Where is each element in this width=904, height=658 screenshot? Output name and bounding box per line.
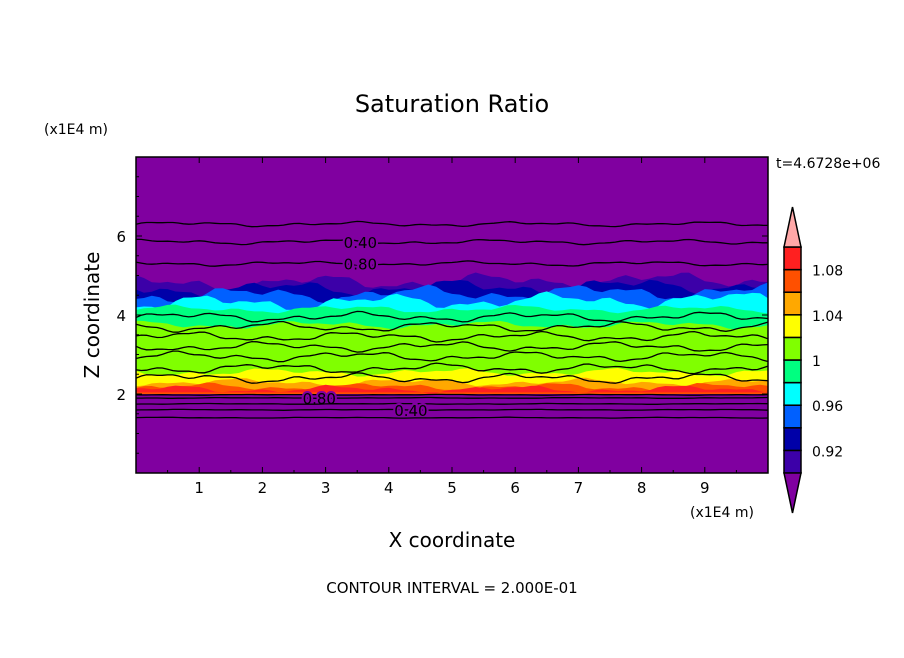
colorbar-swatch [783, 314, 802, 339]
x-tick-label: 7 [574, 479, 584, 497]
contour-label: 0.80 [303, 390, 336, 408]
contour-label: 0.80 [344, 256, 377, 274]
x-tick-label: 4 [384, 479, 394, 497]
colorbar-under-triangle [783, 472, 802, 514]
colorbar-label: 1.08 [812, 264, 843, 280]
contour-label: 0.40 [394, 402, 427, 420]
colorbar: 0.92 0.96 1 1.04 1.08 [783, 206, 843, 514]
x-axis-label: X coordinate [389, 528, 516, 552]
time-label: t=4.6728e+06 [776, 156, 880, 172]
contour-line [136, 396, 769, 400]
colorbar-label: 0.92 [812, 444, 843, 460]
colorbar-swatch [783, 268, 802, 293]
colorbar-swatch [783, 381, 802, 406]
contour-line [135, 310, 769, 323]
contour-interval-footer: CONTOUR INTERVAL = 2.000E-01 [326, 579, 577, 597]
x-tick-label: 5 [447, 479, 457, 497]
contour-band [136, 384, 768, 394]
x-tick-label: 9 [700, 479, 710, 497]
colorbar-swatch [783, 246, 802, 271]
contour-line [135, 220, 769, 228]
x-tick-label: 6 [510, 479, 520, 497]
contour-line [135, 330, 769, 343]
x-tick-label: 1 [194, 479, 204, 497]
contour-line [135, 408, 769, 411]
y-tick-label: 4 [116, 307, 126, 325]
y-axis-label: Z coordinate [80, 252, 104, 379]
contour-line [135, 260, 769, 267]
colorbar-swatch [783, 404, 802, 429]
axes: 1 2 3 4 5 6 7 8 9 2 4 6 [116, 157, 768, 497]
x-unit-label: (x1E4 m) [690, 505, 754, 521]
colorbar-swatch [783, 427, 802, 452]
contour-label: 0.40 [344, 234, 377, 252]
colorbar-swatch [783, 291, 802, 316]
contour-line [135, 393, 769, 396]
contour-line [136, 238, 768, 246]
contour-line [135, 416, 769, 419]
contour-line [135, 350, 769, 363]
colorbar-swatch [783, 449, 802, 474]
contour-line [135, 340, 769, 353]
x-tick-label: 3 [321, 479, 331, 497]
contour-line [135, 402, 769, 405]
contour-line [135, 320, 769, 333]
contour-line [135, 362, 769, 375]
y-tick-label: 6 [116, 228, 126, 246]
x-tick-label: 8 [637, 479, 647, 497]
colorbar-over-triangle [783, 206, 802, 248]
colorbar-label: 1.04 [812, 309, 843, 325]
y-tick-label: 2 [116, 386, 126, 404]
x-tick-label: 2 [258, 479, 268, 497]
chart-title: Saturation Ratio [355, 90, 549, 118]
colorbar-swatch [783, 359, 802, 384]
colorbar-label: 1 [812, 354, 821, 370]
y-unit-label: (x1E4 m) [44, 122, 108, 138]
contour-line [135, 372, 769, 384]
colorbar-label: 0.96 [812, 399, 843, 415]
colorbar-swatch [783, 336, 802, 361]
contour-lines: 0.40 0.80 0.80 0.40 [135, 220, 769, 422]
